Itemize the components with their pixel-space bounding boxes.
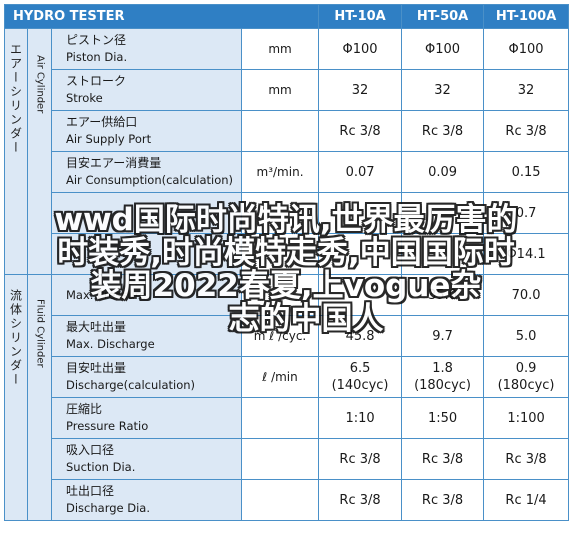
spec-name: ピストン径 Piston Dia. [51,28,242,70]
spec-unit [240,233,320,275]
spec-value: Φ100 [401,28,485,70]
spec-value: Rc 3/8 [401,479,485,521]
spec-value: 1:10 [318,397,403,439]
table-row: ストローク Stroke mm 32 32 32 [5,69,570,111]
header-row: HYDRO TESTER HT-10A HT-50A HT-100A [3,4,570,29]
spec-unit: m ℓ /cyc. [240,315,320,357]
spec-value: Rc 3/8 [318,110,403,152]
spec-value [401,233,485,275]
air-cylinder-label: エアーシリンダー [4,28,28,275]
table-row: 流体シリンダー Fluid Cylinder Max. Pressure 35.… [4,274,570,521]
fluid-cylinder-label: 流体シリンダー [4,274,28,521]
spec-value: 1:50 [401,397,485,439]
spec-unit: ℓ /min [240,356,320,398]
spec-unit [240,438,320,480]
spec-name: 目安エアー消費量 Air Consumption(calculation) [51,151,242,193]
spec-value: 1:100 [483,397,570,439]
spec-unit [240,110,320,152]
spec-name: 最大吐出量 Max. Discharge [51,315,242,357]
spec-value: 32 [401,69,485,111]
spec-value [318,274,403,316]
spec-value: Φ100 [318,28,403,70]
spec-name [51,192,242,234]
spec-value: 0.15 [483,151,570,193]
table-row: Φ14.1 [5,233,570,275]
spec-value: 5.0 [483,315,570,357]
spec-value [401,192,485,234]
spec-name: ストローク Stroke [51,69,242,111]
table-row: 最大吐出量 Max. Discharge m ℓ /cyc. 45.8 9.7 5… [5,315,570,357]
spec-value: 45.8 [318,315,403,357]
spec-value: Rc 3/8 [318,479,403,521]
spec-name: 圧縮比 Pressure Ratio [51,397,242,439]
table-row: 目安エアー消費量 Air Consumption(calculation) m³/… [5,151,570,193]
spec-value: 0.07 [318,151,403,193]
table-row: 吐出口径 Discharge Dia. Rc 3/8 Rc 3/8 Rc 1/4 [5,479,570,521]
spec-value: 0.9 (180cyc) [483,356,570,398]
fluid-cylinder-label-en: Fluid Cylinder [27,274,52,521]
spec-value: Φ100 [483,28,570,70]
spec-value: Rc 1/4 [483,479,570,521]
spec-value: 1.8 (180cyc) [401,356,485,398]
spec-value: 6.5 (140cyc) [318,356,403,398]
spec-unit [240,479,320,521]
spec-name: 吸入口径 Suction Dia. [51,438,242,480]
spec-value: Rc 3/8 [401,438,485,480]
brand-title: HYDRO TESTER [3,4,320,29]
spec-unit: mm [240,28,320,70]
spec-value: 32 [318,69,403,111]
spec-value [318,233,403,275]
table-row: エアーシリンダー Air Cylinder ピストン径 Piston Dia. m… [4,28,570,275]
spec-value: 35.0 [401,274,485,316]
model-header: HT-10A [318,4,403,29]
spec-value: Φ14.1 [483,233,570,275]
spec-sheet: HYDRO TESTER HT-10A HT-50A HT-100A エアーシリ… [3,4,570,529]
spec-unit: m³/min. [240,151,320,193]
spec-value [318,192,403,234]
spec-value: 70.0 [483,274,570,316]
spec-unit: mm [240,69,320,111]
spec-table: HYDRO TESTER HT-10A HT-50A HT-100A エアーシリ… [3,4,570,521]
air-cylinder-label-en: Air Cylinder [27,28,52,275]
spec-unit [240,192,320,234]
spec-value: Rc 3/8 [318,438,403,480]
spec-name [51,233,242,275]
spec-name: 目安吐出量 Discharge(calculation) [51,356,242,398]
spec-unit [240,397,320,439]
spec-name: Max. Pressure [51,274,242,316]
table-row: 吸入口径 Suction Dia. Rc 3/8 Rc 3/8 Rc 3/8 [5,438,570,480]
spec-value: 0.7 [483,192,570,234]
table-row: エアー供給口 Air Supply Port Rc 3/8 Rc 3/8 Rc 3… [5,110,570,152]
spec-value: 0.09 [401,151,485,193]
model-header: HT-50A [401,4,485,29]
table-row: 圧縮比 Pressure Ratio 1:10 1:50 1:100 [5,397,570,439]
spec-value: 32 [483,69,570,111]
table-row: 0.7 [5,192,570,234]
table-row: 目安吐出量 Discharge(calculation) ℓ /min 6.5 (1… [5,356,570,398]
model-header: HT-100A [483,4,570,29]
spec-value: Rc 3/8 [483,438,570,480]
spec-value: 9.7 [401,315,485,357]
spec-name: エアー供給口 Air Supply Port [51,110,242,152]
spec-value: Rc 3/8 [483,110,570,152]
spec-value: Rc 3/8 [401,110,485,152]
spec-unit [240,274,320,316]
spec-name: 吐出口径 Discharge Dia. [51,479,242,521]
